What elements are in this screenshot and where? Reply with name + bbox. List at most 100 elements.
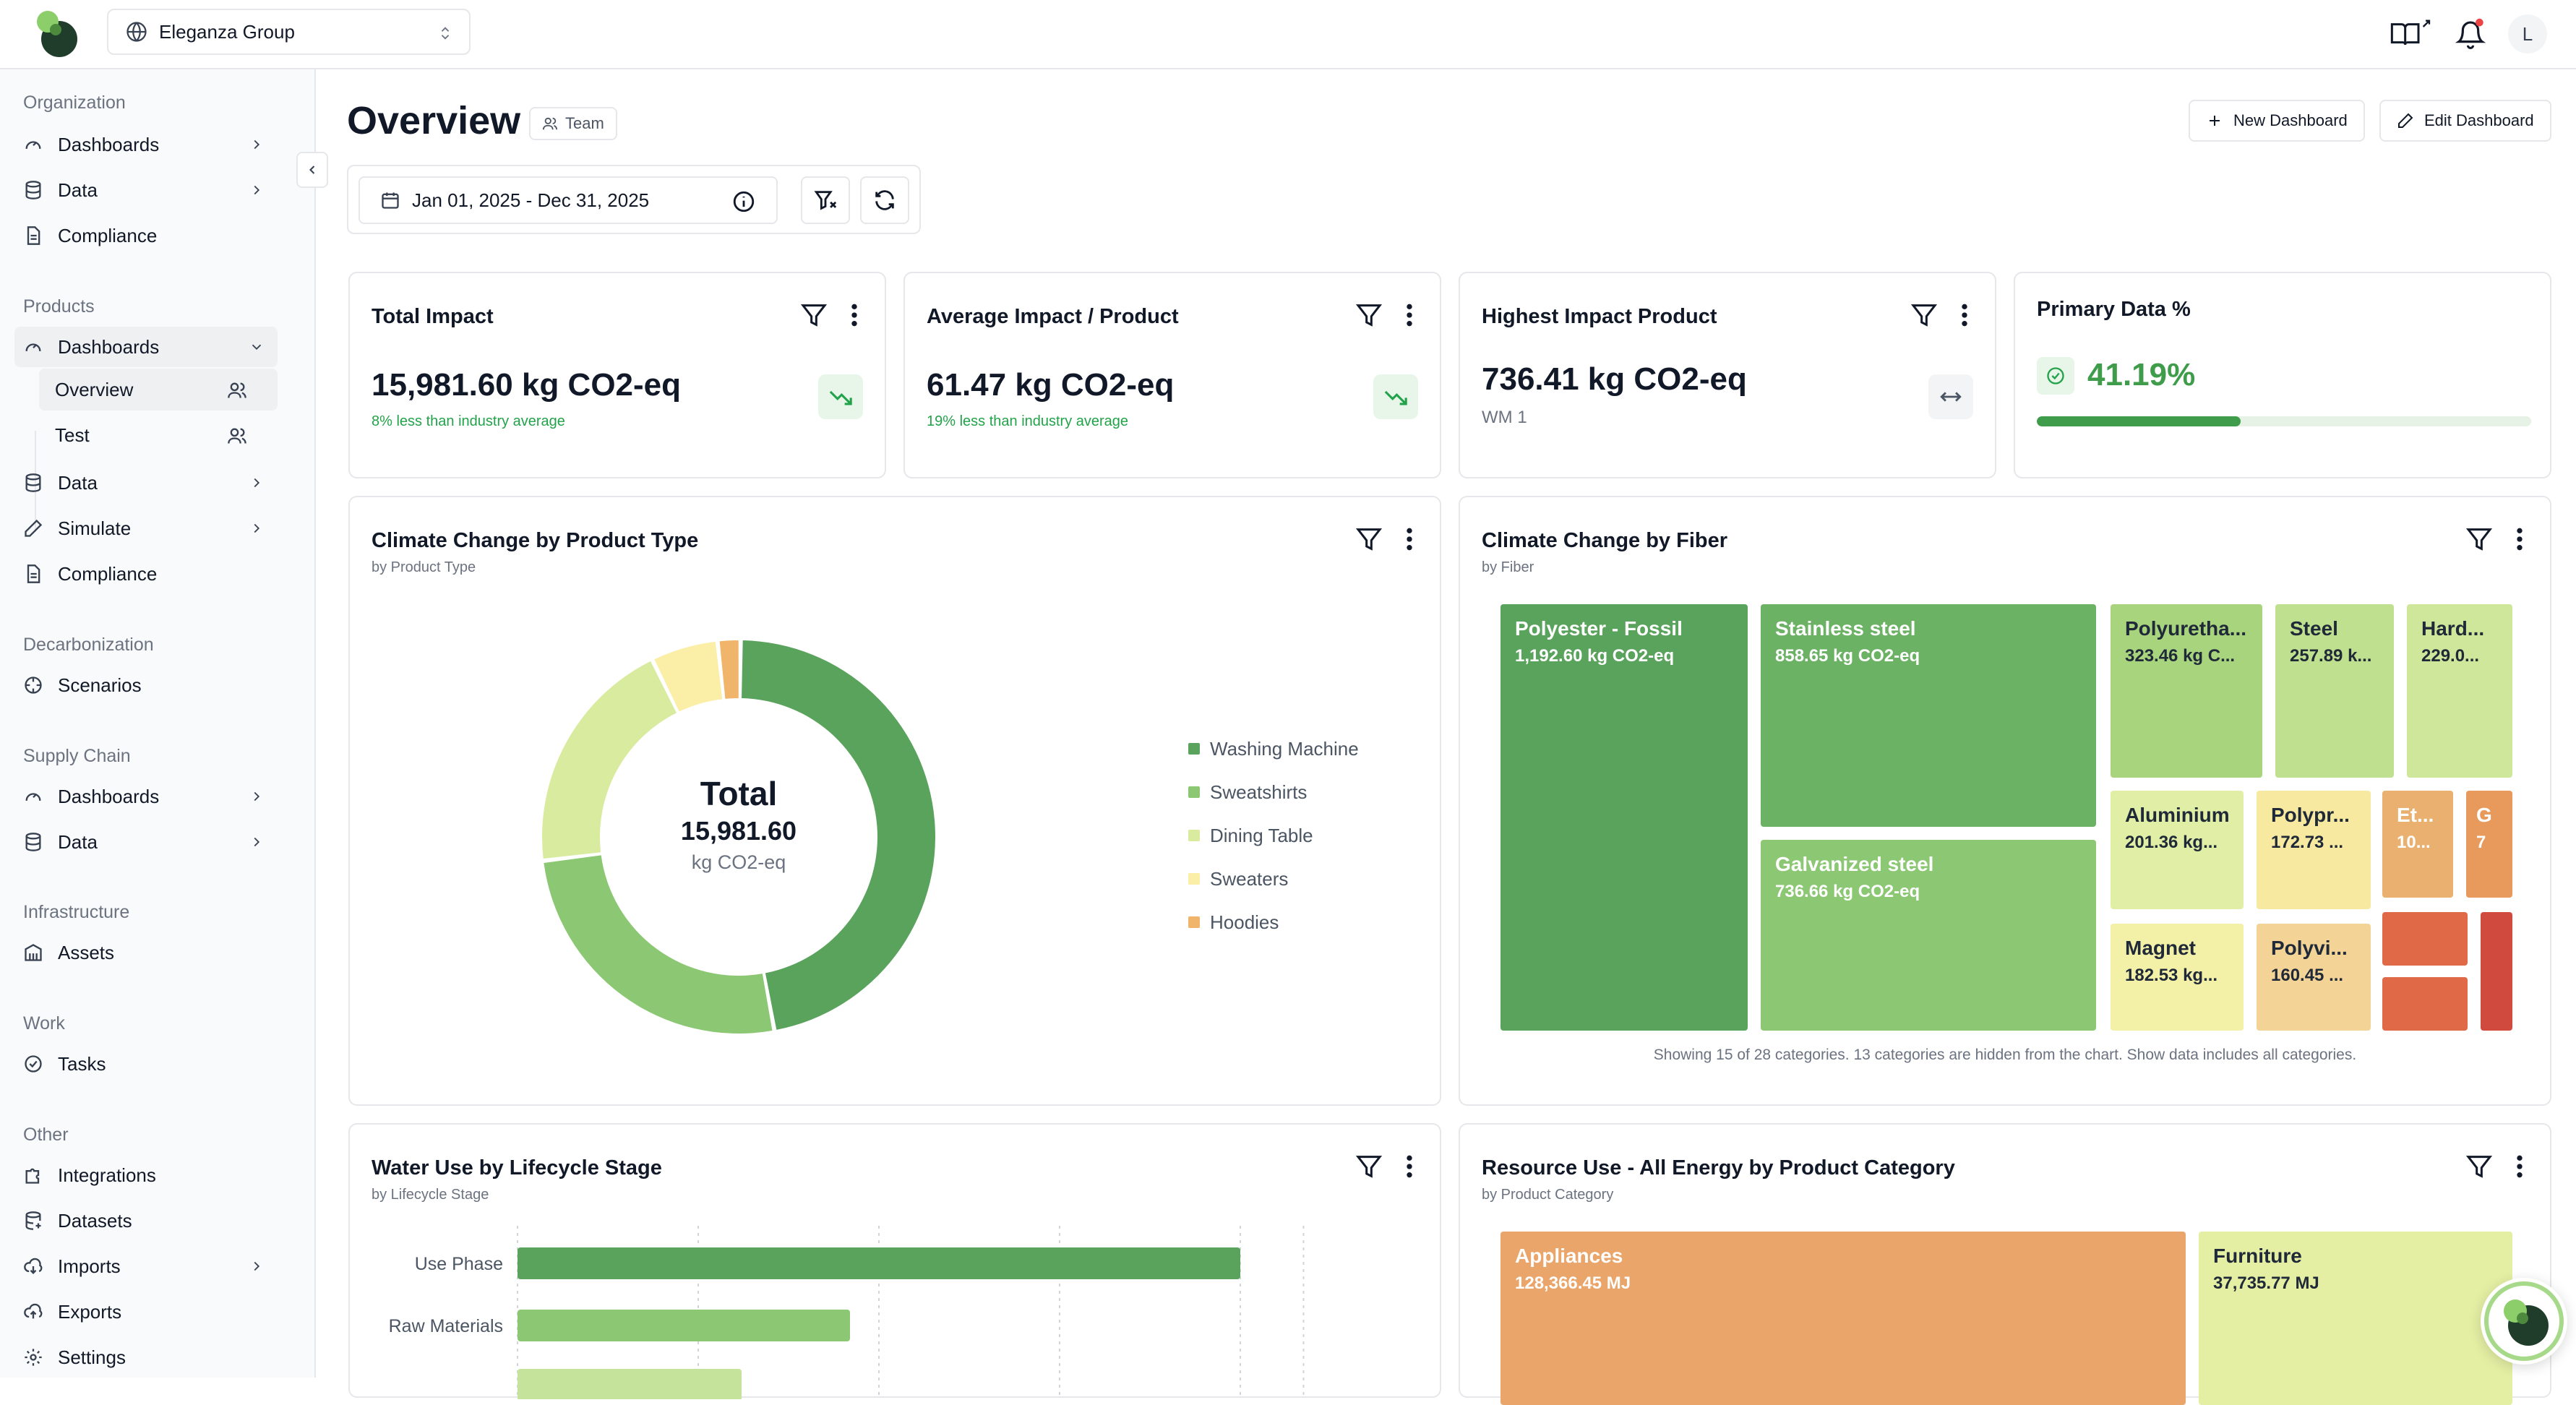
filter-icon[interactable]	[2465, 1152, 2494, 1181]
database-icon	[25, 833, 41, 851]
sidebar-item-products-data[interactable]: Data	[14, 463, 278, 503]
sidebar-item-simulate[interactable]: Simulate	[14, 508, 278, 549]
sidebar-item-test[interactable]: Test	[39, 414, 278, 456]
sidebar-item-products-dashboards[interactable]: Dashboards	[14, 327, 278, 367]
app-logo[interactable]	[33, 7, 81, 58]
treemap-tile[interactable]: Polyvi... 160.45 ...	[2257, 924, 2371, 1031]
more-vertical-icon[interactable]	[1405, 301, 1414, 330]
more-vertical-icon[interactable]	[2515, 525, 2524, 554]
sidebar-item-org-data[interactable]: Data	[14, 170, 278, 210]
section-title-infrastructure: Infrastructure	[23, 902, 130, 922]
sidebar-item-label: Compliance	[58, 224, 158, 246]
legend-item[interactable]: Dining Table	[1188, 814, 1359, 857]
date-range-picker[interactable]: Jan 01, 2025 - Dec 31, 2025	[359, 176, 778, 224]
kpi-card-highest-impact-product: Highest Impact Product 736.41 kg CO2-eq …	[1459, 272, 1996, 478]
gauge-icon	[25, 343, 41, 351]
treemap-tile[interactable]: Steel 257.89 k...	[2275, 604, 2394, 778]
section-title-decarbonization: Decarbonization	[23, 635, 154, 655]
treemap-tile[interactable]: Hard... 229.0...	[2407, 604, 2512, 778]
sidebar-item-assets[interactable]: Assets	[14, 932, 278, 973]
document-icon	[27, 226, 40, 245]
legend-swatch	[1188, 830, 1200, 841]
treemap-tile[interactable]	[2382, 912, 2468, 966]
donut-slice-sweatshirts[interactable]	[544, 855, 773, 1034]
date-range-value: Jan 01, 2025 - Dec 31, 2025	[412, 189, 650, 211]
treemap-tile[interactable]: G 7	[2466, 791, 2512, 898]
new-dashboard-button[interactable]: New Dashboard	[2189, 100, 2365, 142]
clear-filters-button[interactable]	[801, 176, 850, 224]
sidebar-item-supply-data[interactable]: Data	[14, 822, 278, 862]
legend-item[interactable]: Hoodies	[1188, 901, 1359, 944]
treemap-tile[interactable]: Aluminium 201.36 kg...	[2111, 791, 2244, 909]
donut-center-value: 15,981.60	[681, 816, 797, 846]
sidebar-item-datasets[interactable]: Datasets	[14, 1200, 278, 1241]
bar[interactable]	[518, 1369, 742, 1399]
organization-select[interactable]: Eleganza Group	[107, 9, 471, 55]
sidebar-item-supply-dashboards[interactable]: Dashboards	[14, 776, 278, 817]
legend-item[interactable]: Washing Machine	[1188, 727, 1359, 770]
section-title-supply-chain: Supply Chain	[23, 746, 131, 766]
filter-icon[interactable]	[799, 301, 828, 330]
treemap-tile[interactable]: Appliances 128,366.45 MJ	[1500, 1232, 2186, 1405]
donut-slice-hoodies[interactable]	[719, 640, 739, 699]
docs-book-icon[interactable]	[2390, 20, 2433, 48]
sidebar-item-products-compliance[interactable]: Compliance	[14, 554, 278, 594]
donut-slice-washing-machine[interactable]	[742, 640, 935, 1030]
card-title: Primary Data %	[2037, 298, 2191, 321]
legend-swatch	[1188, 916, 1200, 928]
users-icon	[228, 428, 246, 444]
edit-dashboard-button[interactable]: Edit Dashboard	[2379, 100, 2551, 142]
sidebar-item-label: Overview	[55, 378, 134, 400]
filter-icon[interactable]	[1354, 301, 1383, 330]
treemap-tile[interactable]: Furniture 37,735.77 MJ	[2199, 1232, 2512, 1405]
filter-icon[interactable]	[2465, 525, 2494, 554]
sidebar-item-exports[interactable]: Exports	[14, 1292, 278, 1332]
treemap-tile[interactable]: Magnet 182.53 kg...	[2111, 924, 2244, 1031]
treemap-tile[interactable]: Galvanized steel 736.66 kg CO2-eq	[1761, 840, 2096, 1031]
treemap-tile[interactable]: Polyuretha... 323.46 kg C...	[2111, 604, 2262, 778]
more-vertical-icon[interactable]	[1960, 301, 1969, 330]
treemap-tile[interactable]	[2382, 977, 2468, 1031]
treemap-tile[interactable]	[2481, 912, 2512, 1031]
legend-item[interactable]: Sweatshirts	[1188, 770, 1359, 814]
tile-name: Et...	[2397, 804, 2434, 826]
sidebar-item-integrations[interactable]: Integrations	[14, 1155, 278, 1195]
filter-icon[interactable]	[1354, 525, 1383, 554]
filter-icon[interactable]	[1354, 1152, 1383, 1181]
notification-bell-icon[interactable]	[2455, 17, 2486, 51]
sidebar-item-scenarios[interactable]: Scenarios	[14, 665, 278, 705]
tile-name: Hard...	[2421, 617, 2485, 640]
treemap-tile[interactable]: Polyester - Fossil 1,192.60 kg CO2-eq	[1500, 604, 1748, 1031]
sidebar-item-tasks[interactable]: Tasks	[14, 1044, 278, 1084]
legend-label: Sweaters	[1210, 867, 1289, 890]
chevron-up-down-icon	[441, 27, 450, 40]
more-vertical-icon[interactable]	[850, 301, 859, 330]
bar[interactable]	[518, 1247, 1240, 1279]
sidebar-item-org-dashboards[interactable]: Dashboards	[14, 124, 278, 165]
refresh-button[interactable]	[860, 176, 909, 224]
document-icon	[27, 564, 40, 583]
legend-item[interactable]: Sweaters	[1188, 857, 1359, 901]
treemap-tile[interactable]: Et... 10...	[2382, 791, 2453, 898]
collapse-sidebar-button[interactable]	[296, 152, 328, 188]
more-vertical-icon[interactable]	[1405, 1152, 1414, 1181]
sidebar-item-overview[interactable]: Overview	[39, 369, 278, 411]
gauge-icon	[25, 141, 41, 149]
filter-icon[interactable]	[1910, 301, 1939, 330]
sidebar: Organization Dashboards Data Compliance …	[0, 69, 316, 1378]
sidebar-item-settings[interactable]: Settings	[14, 1337, 278, 1378]
more-vertical-icon[interactable]	[1405, 525, 1414, 554]
sidebar-item-org-compliance[interactable]: Compliance	[14, 215, 278, 256]
donut-slice-dining-table[interactable]	[542, 661, 677, 859]
more-vertical-icon[interactable]	[2515, 1152, 2524, 1181]
sidebar-item-imports[interactable]: Imports	[14, 1246, 278, 1286]
info-icon[interactable]	[731, 189, 756, 214]
subnav-guide-line	[35, 431, 36, 532]
user-avatar[interactable]: L	[2508, 14, 2547, 53]
pencil-icon	[25, 519, 43, 537]
donut-slice-sweaters[interactable]	[654, 641, 723, 712]
treemap-tile[interactable]: Polypr... 172.73 ...	[2257, 791, 2371, 909]
bar[interactable]	[518, 1310, 850, 1341]
treemap-tile[interactable]: Stainless steel 858.65 kg CO2-eq	[1761, 604, 2096, 827]
assistant-launcher-button[interactable]	[2481, 1278, 2567, 1365]
